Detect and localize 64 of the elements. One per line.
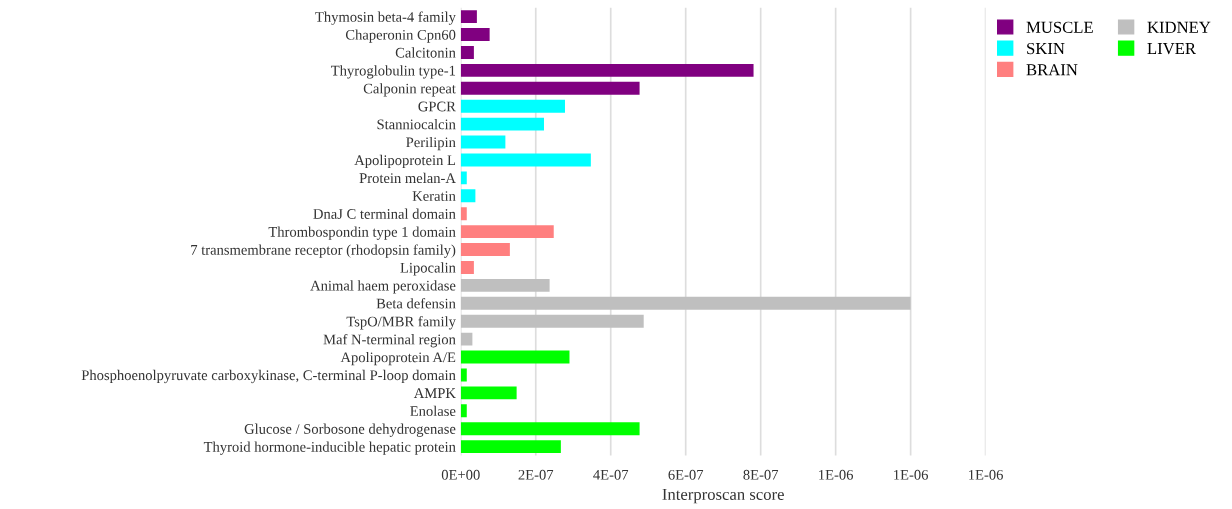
- x-tick-label: 0E+00: [441, 469, 480, 480]
- x-tick-label: 1E-06: [819, 469, 854, 480]
- bar: [460, 386, 517, 400]
- y-tick-label: DnaJ C terminal domain: [313, 208, 456, 219]
- bar: [460, 135, 506, 149]
- y-tick-label: Keratin: [412, 191, 456, 201]
- bar: [460, 171, 467, 185]
- y-tick-label: Lipocalin: [400, 262, 456, 276]
- x-tick-label: 4E-07: [593, 469, 629, 480]
- bar: [460, 81, 640, 95]
- bar: [460, 189, 476, 203]
- bar: [460, 28, 490, 41]
- x-axis-title: Interproscan score: [662, 488, 784, 504]
- y-tick-label: Stanniocalcin: [377, 119, 456, 130]
- y-tick-label: Calcitonin: [395, 47, 456, 58]
- y-tick-label: Animal haem peroxidase: [310, 280, 456, 294]
- bar: [460, 260, 474, 274]
- bar: [460, 45, 474, 59]
- x-tick-label: 2E-07: [518, 469, 554, 480]
- bar: [460, 422, 640, 436]
- bar: [460, 368, 467, 382]
- y-tick-label: Enolase: [410, 405, 456, 416]
- y-tick-label: Apolipoprotein L: [354, 154, 456, 169]
- y-tick-label: Maf N-terminal region: [323, 333, 456, 348]
- legend-label: KIDNEY: [1147, 21, 1211, 33]
- y-tick-label: Beta defensin: [376, 298, 456, 309]
- y-tick-label: AMPK: [413, 388, 456, 398]
- y-tick-label: Apolipoprotein A/E: [340, 351, 456, 366]
- y-tick-label: Thyroid hormone-inducible hepatic protein: [203, 441, 456, 455]
- y-tick-label: GPCR: [418, 101, 456, 112]
- y-tick-label: TspO/MBR family: [346, 316, 456, 330]
- bar: [460, 296, 911, 310]
- bar: [460, 440, 561, 454]
- x-tick-label: 8E-07: [743, 469, 779, 480]
- legend-label: MUSCLE: [1026, 21, 1093, 33]
- bar: [460, 278, 550, 292]
- legend-label: BRAIN: [1026, 64, 1078, 76]
- bar: [460, 117, 544, 131]
- legend-label: LIVER: [1147, 43, 1196, 55]
- x-tick-label: 6E-07: [668, 469, 704, 480]
- bar: [460, 350, 570, 364]
- bar: [460, 243, 510, 256]
- y-tick-label: Perilipin: [406, 136, 456, 151]
- bar: [460, 207, 467, 221]
- bar: [460, 153, 591, 167]
- y-tick-label: Thyroglobulin type-1: [331, 65, 456, 79]
- y-tick-label: Thrombospondin type 1 domain: [268, 226, 456, 240]
- y-tick-label: Chaperonin Cpn60: [345, 29, 456, 43]
- y-tick-label: Thymosin beta-4 family: [315, 11, 456, 25]
- y-tick-label: Glucose / Sorbosone dehydrogenase: [244, 423, 456, 437]
- y-tick-label: Calponin repeat: [363, 83, 456, 97]
- legend-label: SKIN: [1027, 42, 1065, 55]
- bar: [460, 332, 473, 346]
- x-tick-label: 1E-06: [894, 469, 929, 480]
- bar: [460, 404, 467, 418]
- y-tick-label: 7 transmembrane receptor (rhodopsin family): [191, 244, 456, 258]
- bar: [460, 314, 644, 328]
- bar: [460, 63, 754, 77]
- bar: [460, 225, 554, 239]
- bar: [460, 10, 477, 24]
- y-tick-label: Protein melan-A: [359, 172, 456, 184]
- y-tick-label: Phosphoenolpyruvate carboxykinase, C-terminal P-loop domain: [81, 369, 456, 384]
- bar: [460, 99, 565, 113]
- x-tick-label: 1E-06: [969, 469, 1003, 480]
